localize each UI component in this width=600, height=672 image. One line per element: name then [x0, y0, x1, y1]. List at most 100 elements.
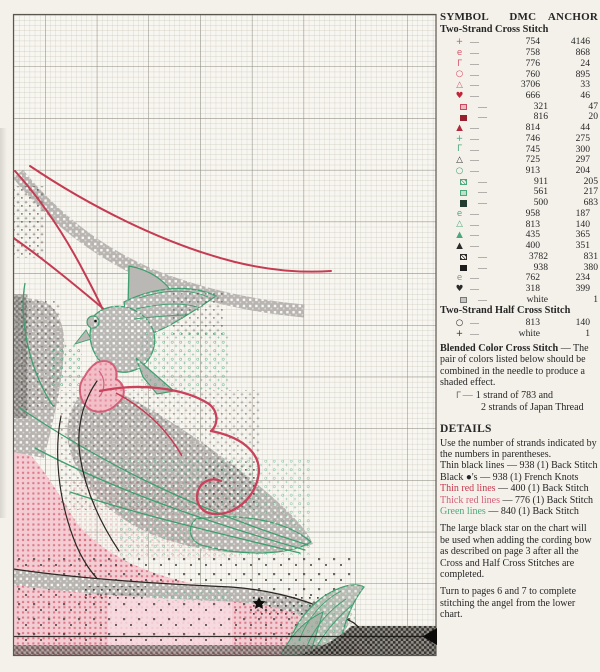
- legend-row: ○ — 813 140: [440, 318, 598, 329]
- dmc-number: 762: [525, 272, 540, 284]
- stitch-symbol-icon: ▲: [456, 240, 463, 251]
- section-cross-stitch-title: Two-Strand Cross Stitch: [440, 24, 549, 36]
- dove-upper: [73, 265, 230, 395]
- blended-paragraph: Blended Color Cross Stitch — The pair of…: [440, 343, 598, 389]
- anchor-number: 234: [575, 272, 590, 284]
- anchor-number: 380: [583, 261, 598, 273]
- legend-row: △ — 3706 33: [440, 80, 598, 91]
- dash: —: [470, 241, 479, 252]
- legend-row: ♥ — 666 46: [440, 90, 598, 102]
- dash: —: [470, 273, 479, 284]
- blended-symbol: Γ: [456, 391, 461, 402]
- line-spec: — 938 (1) Back Stitch: [504, 460, 598, 472]
- half-cross-rows: ○ — 813 140 + — white 1: [440, 318, 598, 339]
- dash: —: [470, 219, 479, 230]
- dash: —: [470, 230, 479, 241]
- anchor-number: 140: [575, 317, 590, 329]
- bottom-dense-row: [13, 645, 356, 656]
- dash: —: [470, 58, 479, 69]
- dash: —: [470, 80, 479, 91]
- dmc-number: 958: [525, 207, 540, 219]
- stitch-symbol-icon: e: [456, 47, 463, 58]
- legend-row: e — 958 187: [440, 207, 598, 220]
- legend-row: ▲ — 814 44: [440, 122, 598, 134]
- dash: —: [470, 69, 479, 80]
- stitch-symbol-icon: +: [455, 328, 464, 339]
- dash: —: [470, 155, 479, 166]
- stitch-symbol-icon: [460, 296, 467, 304]
- stitch-symbol-icon: e: [456, 208, 463, 219]
- backstitch-key-line: Green lines — 840 (1) Back Stitch: [440, 506, 598, 517]
- anchor-number: 1: [593, 293, 598, 305]
- stitch-symbol-icon: ▲: [456, 123, 463, 134]
- backstitch-key-line: Black ●'s — 938 (1) French Knots: [440, 472, 598, 483]
- backstitch-key-line: Thick red lines — 776 (1) Back Stitch: [440, 495, 598, 506]
- backstitch-key-line: Thin red lines — 400 (1) Back Stitch: [440, 483, 598, 494]
- dmc-number: 318: [525, 282, 540, 294]
- anchor-number: 217: [583, 186, 598, 198]
- dmc-number: 500: [533, 197, 548, 209]
- chart-border: [12, 13, 437, 657]
- backstitch-key-line: Thin black lines — 938 (1) Back Stitch: [440, 460, 598, 471]
- legend-row: — white 1: [440, 293, 598, 306]
- stitch-symbol-icon: +: [455, 133, 464, 144]
- anchor-number: 399: [575, 282, 590, 294]
- anchor-number: 895: [575, 68, 590, 80]
- ribbon-loop: [98, 385, 261, 516]
- anchor-number: 46: [580, 90, 590, 101]
- dmc-number: 321: [533, 100, 548, 112]
- turn-note: Turn to pages 6 and 7 to complete stitch…: [440, 586, 577, 621]
- stitch-symbol-icon: [460, 200, 467, 207]
- stitch-symbol-icon: ○: [455, 318, 464, 329]
- body-outlines: [57, 380, 120, 591]
- dash: —: [470, 37, 479, 48]
- legend-row: — 321 47: [440, 100, 598, 113]
- stitch-symbol-icon: [460, 114, 467, 122]
- dmc-number: 435: [525, 229, 540, 241]
- dmc-number: 913: [525, 165, 540, 177]
- blended-recipe-line-1: Γ —1 strand of 783 and: [456, 390, 554, 402]
- star-marker: [252, 596, 266, 609]
- section-half-cross-title: Two-Strand Half Cross Stitch: [440, 305, 571, 317]
- line-style-label: Thick red lines: [440, 494, 500, 506]
- dmc-number: 938: [533, 261, 548, 273]
- dmc-number: 400: [525, 240, 540, 252]
- header-anchor: ANCHOR: [547, 11, 598, 23]
- skirt-region: [13, 436, 370, 656]
- dmc-number: white: [526, 293, 548, 305]
- dmc-number: 813: [525, 317, 540, 329]
- anchor-number: 20: [588, 111, 598, 123]
- legend-header-row: SYMBOL DMC ANCHOR: [440, 11, 598, 23]
- blended-text: — The pair of colors listed below should…: [440, 342, 589, 389]
- legend-row: ○ — 913 204: [440, 165, 598, 177]
- star-note: The large black star on the chart will b…: [440, 523, 592, 581]
- anchor-number: 351: [575, 240, 590, 252]
- anchor-number: 204: [575, 165, 590, 177]
- anchor-number: 205: [583, 175, 598, 187]
- legend-row: Γ — 776 24: [440, 57, 598, 70]
- dmc-number: 3782: [528, 250, 548, 262]
- details-title: DETAILS: [440, 423, 492, 436]
- stitch-symbol-icon: [460, 264, 467, 272]
- legend-row: + — white 1: [440, 328, 598, 340]
- dmc-number: 813: [525, 218, 540, 230]
- legend-row: ♥ — 318 399: [440, 282, 598, 295]
- dash: —: [462, 390, 473, 402]
- line-spec: — 938 (1) French Knots: [477, 471, 579, 483]
- dash: —: [470, 144, 479, 155]
- anchor-number: 24: [580, 57, 590, 69]
- legend-row: — 816 20: [440, 112, 598, 123]
- backstitch-key-lines: Thin black lines — 938 (1) Back Stitch B…: [440, 460, 598, 517]
- dash: —: [470, 208, 479, 219]
- blended-title: Blended Color Cross Stitch: [440, 342, 559, 354]
- dash: —: [478, 262, 487, 273]
- stitch-symbol-icon: △: [456, 80, 463, 91]
- cross-stitch-rows: + — 754 4146 e — 758 868 Γ — 776 24 ○ — …: [440, 37, 598, 305]
- legend-panel: SYMBOL DMC ANCHOR Two-Strand Cross Stitc…: [440, 11, 598, 621]
- dash: —: [470, 166, 479, 177]
- wing-region: [19, 382, 313, 560]
- anchor-number: 140: [575, 218, 590, 230]
- dmc-number: 758: [525, 47, 540, 59]
